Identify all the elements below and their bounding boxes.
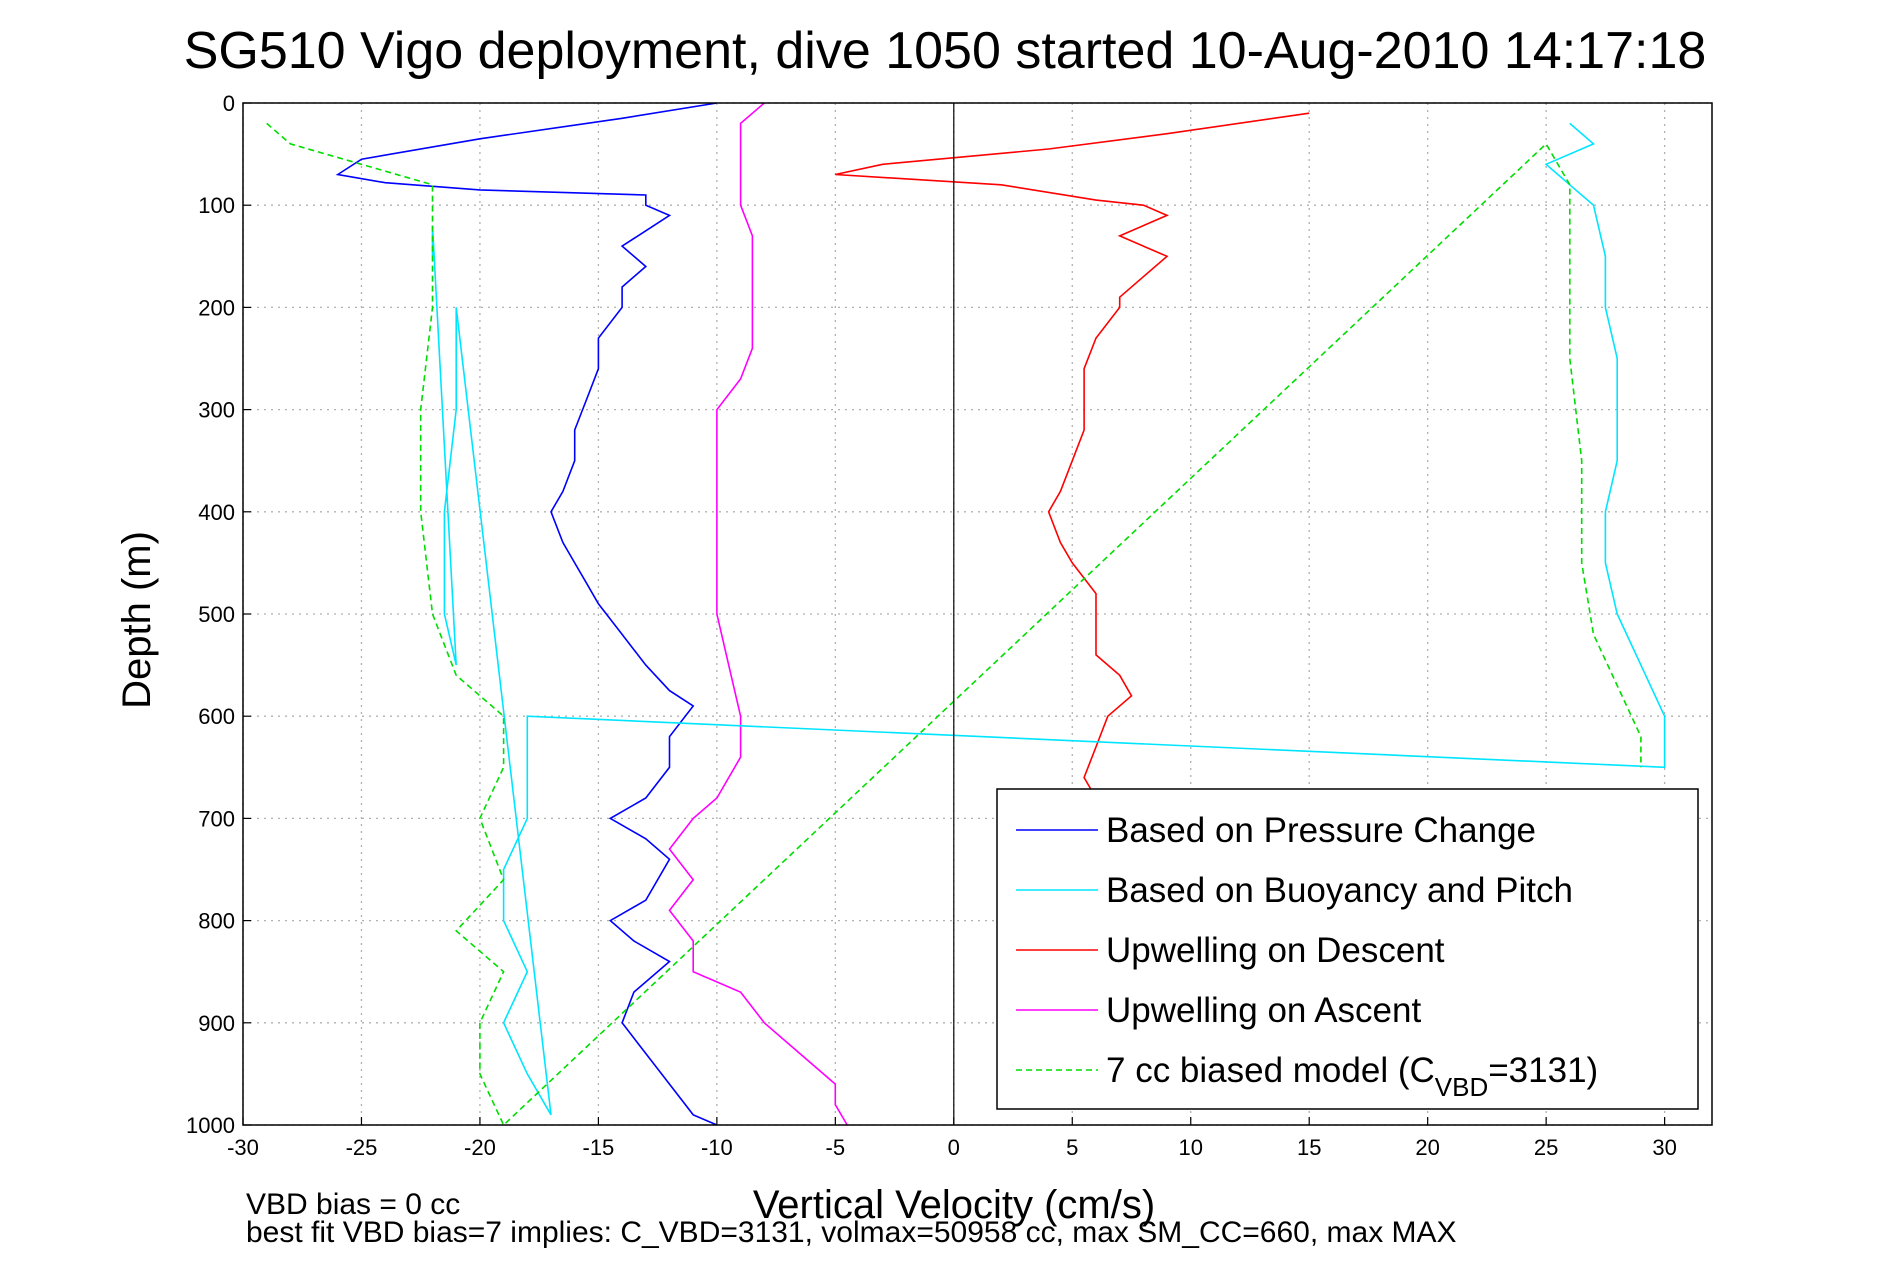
x-tick-label: -15 bbox=[583, 1135, 615, 1160]
x-tick-label: -25 bbox=[346, 1135, 378, 1160]
legend-box bbox=[996, 788, 1699, 1110]
annotation-best-fit: best fit VBD bias=7 implies: C_VBD=3131,… bbox=[246, 1216, 1457, 1249]
legend-label-text: Based on Pressure Change bbox=[1106, 811, 1536, 850]
y-tick-label: 600 bbox=[198, 704, 235, 729]
y-tick-label: 200 bbox=[198, 295, 235, 320]
series-line-based-on-buoyancy-and-pitch bbox=[431, 122, 1666, 1116]
legend-label: Based on Pressure Change bbox=[1106, 811, 1536, 850]
x-tick-label: -30 bbox=[227, 1135, 259, 1160]
chart-title: SG510 Vigo deployment, dive 1050 started… bbox=[184, 22, 1707, 80]
series-line-based-on-pressure-change bbox=[335, 102, 718, 1126]
x-tick-label: 10 bbox=[1178, 1135, 1202, 1160]
legend-label: Upwelling on Descent bbox=[1106, 931, 1445, 970]
y-tick-label: 300 bbox=[198, 398, 235, 423]
y-tick-label: 400 bbox=[198, 500, 235, 525]
legend-label: Based on Buoyancy and Pitch bbox=[1106, 871, 1573, 910]
series-line-upwelling-on-descent bbox=[835, 112, 1310, 799]
x-tick-label: 25 bbox=[1534, 1135, 1558, 1160]
x-axis-label: Vertical Velocity (cm/s) bbox=[753, 1183, 1155, 1227]
legend-label-text: 7 cc biased model (C bbox=[1106, 1051, 1435, 1090]
y-tick-label: 100 bbox=[198, 193, 235, 218]
y-tick-label: 800 bbox=[198, 909, 235, 934]
legend-label-text: Upwelling on Ascent bbox=[1106, 991, 1421, 1030]
y-tick-label: 700 bbox=[198, 806, 235, 831]
legend-label: 7 cc biased model (CVBD=3131) bbox=[1106, 1051, 1598, 1102]
axis-ticks: -30 -25 -20 -15 -10 -5 0 5 10 15 20 25 3001002003004… bbox=[186, 91, 1677, 1160]
y-tick-label: 900 bbox=[198, 1011, 235, 1036]
x-tick-label: 5 bbox=[1066, 1135, 1078, 1160]
y-tick-label: 0 bbox=[223, 91, 235, 116]
x-tick-label: 30 bbox=[1652, 1135, 1676, 1160]
x-tick-label: 0 bbox=[948, 1135, 960, 1160]
series-line-upwelling-on-ascent bbox=[668, 102, 848, 1126]
x-tick-label: -5 bbox=[826, 1135, 846, 1160]
annotation-vbd-bias: VBD bias = 0 cc bbox=[246, 1188, 460, 1221]
legend-label-text: Based on Buoyancy and Pitch bbox=[1106, 871, 1573, 910]
x-tick-label: -10 bbox=[701, 1135, 733, 1160]
y-tick-label: 500 bbox=[198, 602, 235, 627]
legend-label: Upwelling on Ascent bbox=[1106, 991, 1421, 1030]
legend: Based on Pressure Change Based on Buoyanc… bbox=[996, 788, 1699, 1110]
legend-label-subscript: VBD bbox=[1435, 1072, 1488, 1102]
legend-label-text: Upwelling on Descent bbox=[1106, 931, 1445, 970]
x-tick-label: -20 bbox=[464, 1135, 496, 1160]
y-tick-label: 1000 bbox=[186, 1113, 235, 1138]
series-line-7-cc-biased-model-c-vbd-3131 bbox=[266, 122, 1642, 1127]
y-axis-label: Depth (m) bbox=[115, 531, 159, 709]
x-tick-label: 15 bbox=[1297, 1135, 1321, 1160]
legend-label-tail: =3131) bbox=[1488, 1051, 1598, 1090]
x-tick-label: 20 bbox=[1415, 1135, 1439, 1160]
series-layer bbox=[266, 102, 1666, 1127]
